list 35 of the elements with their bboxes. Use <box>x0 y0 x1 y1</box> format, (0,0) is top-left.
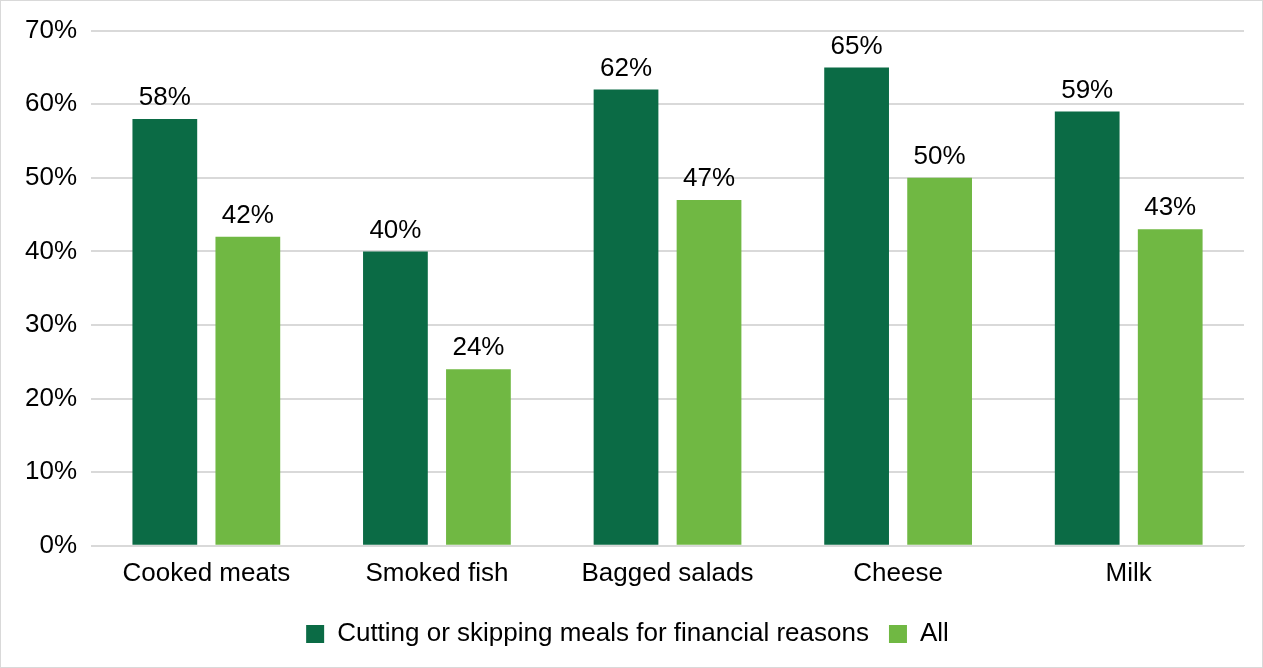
data-label: 59% <box>1061 73 1114 104</box>
x-tick-label: Smoked fish <box>365 556 509 587</box>
bar <box>593 89 659 545</box>
bar <box>132 118 198 545</box>
bar <box>446 369 511 545</box>
data-label: 65% <box>830 29 883 60</box>
y-tick-label: 0% <box>39 528 78 559</box>
data-label: 24% <box>452 331 505 362</box>
x-tick-label: Bagged salads <box>581 556 754 587</box>
y-tick-label: 50% <box>24 160 78 191</box>
legend-label: All <box>919 617 949 648</box>
x-tick-label: Milk <box>1105 556 1153 587</box>
bar <box>1137 229 1203 545</box>
y-tick-label: 70% <box>24 13 78 44</box>
data-label: 43% <box>1144 191 1197 222</box>
data-label: 58% <box>138 81 191 112</box>
y-tick-label: 20% <box>24 381 78 412</box>
legend-label: Cutting or skipping meals for financial reasons <box>337 617 869 648</box>
bar <box>1054 111 1120 545</box>
x-tick-label: Cooked meats <box>122 556 291 587</box>
y-tick-label: 30% <box>24 308 78 339</box>
bar <box>363 251 428 545</box>
bar <box>824 67 889 545</box>
data-label: 50% <box>913 139 966 170</box>
data-label: 40% <box>369 213 422 244</box>
y-tick-label: 40% <box>24 234 78 265</box>
x-tick-label: Cheese <box>853 556 943 587</box>
data-label: 42% <box>221 198 274 229</box>
y-tick-label: 60% <box>24 87 78 118</box>
y-tick-label: 10% <box>24 455 78 486</box>
bar <box>676 199 742 545</box>
data-label: 47% <box>683 162 736 193</box>
bar <box>907 177 972 545</box>
data-label: 62% <box>599 51 653 82</box>
bar <box>215 236 281 545</box>
